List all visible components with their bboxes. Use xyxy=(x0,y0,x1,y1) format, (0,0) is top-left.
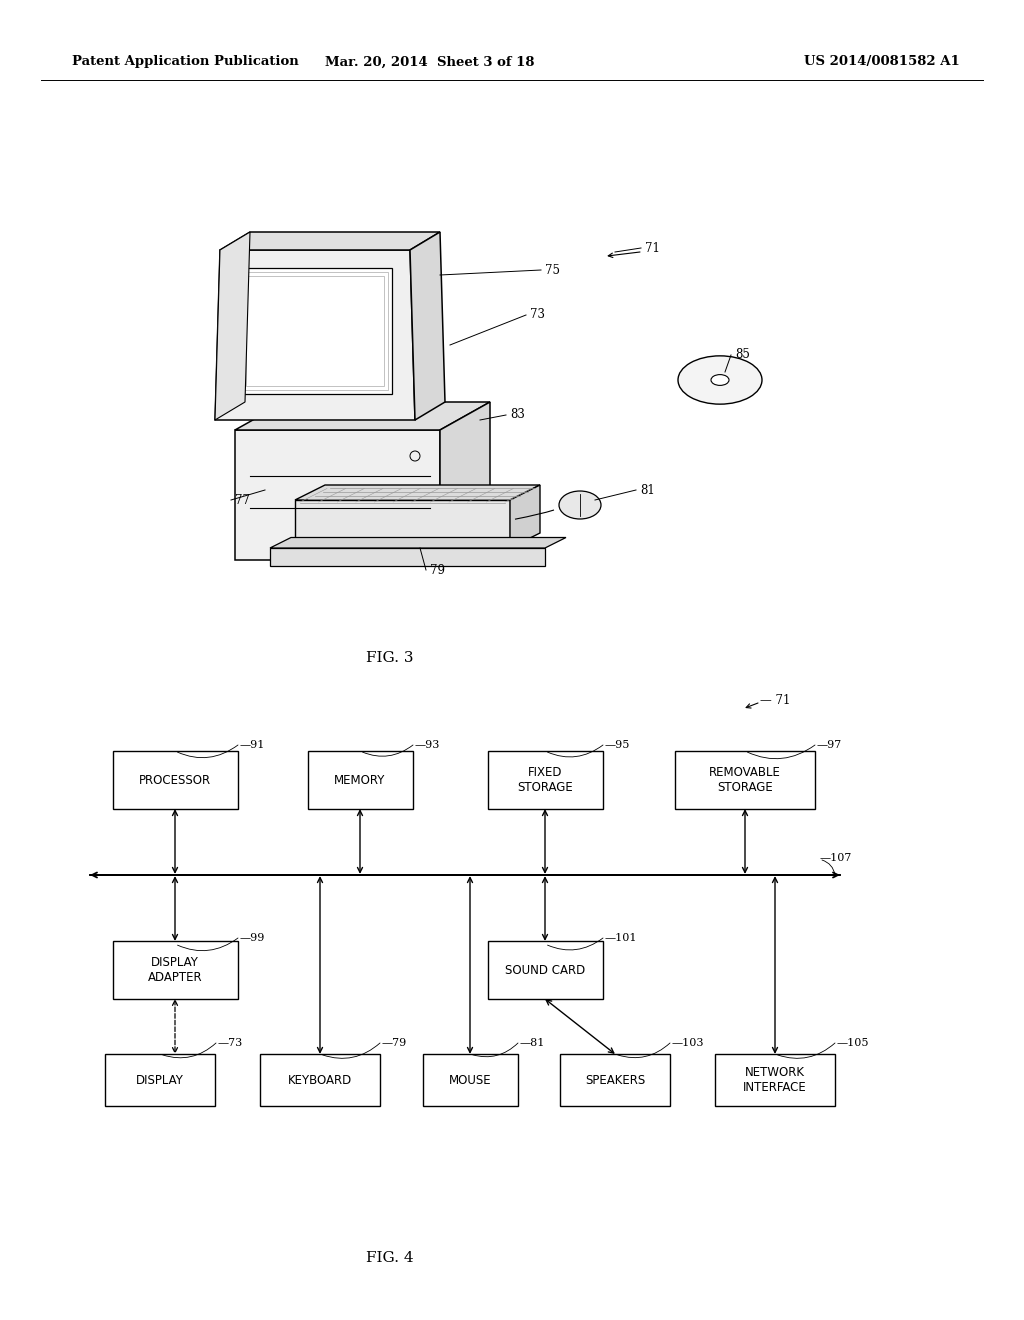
Text: Mar. 20, 2014  Sheet 3 of 18: Mar. 20, 2014 Sheet 3 of 18 xyxy=(326,55,535,69)
Text: 73: 73 xyxy=(530,309,545,322)
Text: —73: —73 xyxy=(218,1038,244,1048)
Text: 75: 75 xyxy=(545,264,560,276)
Bar xyxy=(675,751,815,809)
Text: KEYBOARD: KEYBOARD xyxy=(288,1073,352,1086)
Polygon shape xyxy=(234,403,490,430)
Polygon shape xyxy=(440,403,490,560)
Bar xyxy=(113,751,238,809)
Polygon shape xyxy=(215,232,250,420)
Text: 81: 81 xyxy=(640,483,654,496)
Bar xyxy=(560,1053,670,1106)
Polygon shape xyxy=(220,232,440,249)
Text: DISPLAY
ADAPTER: DISPLAY ADAPTER xyxy=(147,956,203,983)
Bar xyxy=(242,272,388,389)
Text: 71: 71 xyxy=(645,242,659,255)
Text: NETWORK
INTERFACE: NETWORK INTERFACE xyxy=(743,1067,807,1094)
Text: —81: —81 xyxy=(520,1038,546,1048)
Text: —95: —95 xyxy=(605,741,631,750)
Text: US 2014/0081582 A1: US 2014/0081582 A1 xyxy=(804,55,961,69)
Text: MEMORY: MEMORY xyxy=(334,774,386,787)
Text: FIG. 4: FIG. 4 xyxy=(367,1251,414,1265)
Text: —105: —105 xyxy=(837,1038,869,1048)
Text: —79: —79 xyxy=(382,1038,408,1048)
Text: —99: —99 xyxy=(240,933,265,942)
Text: —97: —97 xyxy=(817,741,843,750)
Text: —91: —91 xyxy=(240,741,265,750)
Ellipse shape xyxy=(559,491,601,519)
Text: —107: —107 xyxy=(820,853,852,863)
Bar xyxy=(423,1053,517,1106)
Text: 79: 79 xyxy=(430,564,445,577)
Text: FIXED
STORAGE: FIXED STORAGE xyxy=(517,766,572,795)
Bar xyxy=(487,941,602,999)
Text: —93: —93 xyxy=(415,741,440,750)
Text: 85: 85 xyxy=(735,348,750,362)
Text: Patent Application Publication: Patent Application Publication xyxy=(72,55,299,69)
Text: SOUND CARD: SOUND CARD xyxy=(505,964,585,977)
Bar xyxy=(113,941,238,999)
Text: 83: 83 xyxy=(510,408,525,421)
Text: SPEAKERS: SPEAKERS xyxy=(585,1073,645,1086)
Bar xyxy=(307,751,413,809)
Polygon shape xyxy=(270,548,545,566)
Bar xyxy=(238,268,392,393)
Polygon shape xyxy=(215,249,415,420)
Polygon shape xyxy=(410,232,445,420)
Text: REMOVABLE
STORAGE: REMOVABLE STORAGE xyxy=(709,766,781,795)
Bar xyxy=(715,1053,835,1106)
Bar xyxy=(246,276,384,385)
Polygon shape xyxy=(295,484,540,500)
Polygon shape xyxy=(270,537,566,548)
Ellipse shape xyxy=(711,375,729,385)
Text: 77: 77 xyxy=(234,494,250,507)
Bar xyxy=(105,1053,215,1106)
Ellipse shape xyxy=(678,356,762,404)
Polygon shape xyxy=(510,484,540,548)
Polygon shape xyxy=(295,500,510,548)
Text: — 71: — 71 xyxy=(760,693,791,706)
Text: —101: —101 xyxy=(605,933,638,942)
Text: MOUSE: MOUSE xyxy=(449,1073,492,1086)
Text: —103: —103 xyxy=(672,1038,705,1048)
Text: PROCESSOR: PROCESSOR xyxy=(139,774,211,787)
Text: FIG. 3: FIG. 3 xyxy=(367,651,414,665)
Polygon shape xyxy=(234,430,440,560)
Text: DISPLAY: DISPLAY xyxy=(136,1073,184,1086)
Bar xyxy=(487,751,602,809)
Bar xyxy=(260,1053,380,1106)
